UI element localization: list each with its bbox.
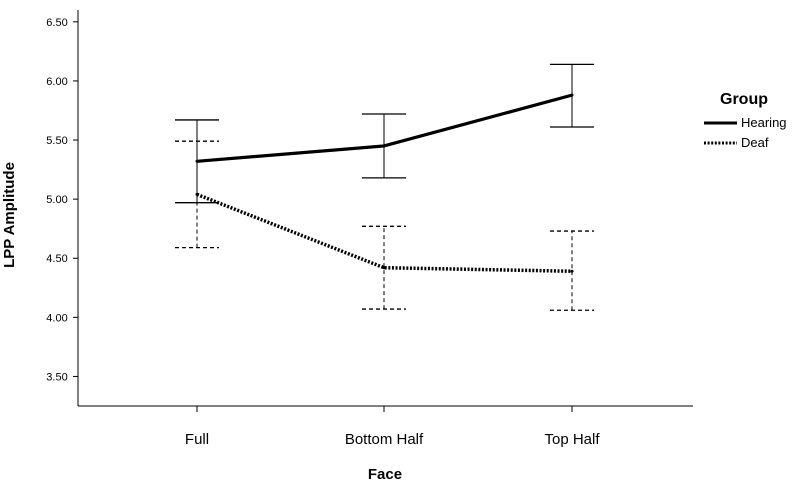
data-point xyxy=(570,269,574,273)
y-tick-label: 4.50 xyxy=(46,253,67,265)
y-axis: 3.50 4.00 4.50 5.00 5.50 6.00 6.50 xyxy=(46,17,78,383)
x-tick-label: Bottom Half xyxy=(345,431,424,448)
data-point xyxy=(382,266,386,270)
y-tick-label: 6.00 xyxy=(46,76,67,88)
data-point xyxy=(195,192,199,196)
data-point xyxy=(570,93,574,97)
x-axis: Full Bottom Half Top Half xyxy=(185,406,600,448)
data-point xyxy=(382,144,386,148)
legend: Group Hearing Deaf xyxy=(704,91,787,150)
y-axis-title: LPP Amplitude xyxy=(1,162,18,268)
legend-title: Group xyxy=(720,91,768,108)
legend-label-hearing: Hearing xyxy=(741,115,787,130)
y-tick-label: 4.00 xyxy=(46,312,67,324)
plot-frame xyxy=(77,10,693,407)
y-tick-label: 6.50 xyxy=(46,17,67,29)
x-axis-title: Face xyxy=(368,466,402,483)
series-hearing xyxy=(175,63,594,204)
y-tick-label: 3.50 xyxy=(46,371,67,383)
legend-label-deaf: Deaf xyxy=(741,135,769,150)
series-deaf xyxy=(175,140,594,311)
x-tick-label: Top Half xyxy=(544,431,600,448)
y-tick-label: 5.00 xyxy=(46,194,67,206)
x-tick-label: Full xyxy=(185,431,209,448)
y-tick-label: 5.50 xyxy=(46,135,67,147)
series-layer xyxy=(175,63,594,311)
